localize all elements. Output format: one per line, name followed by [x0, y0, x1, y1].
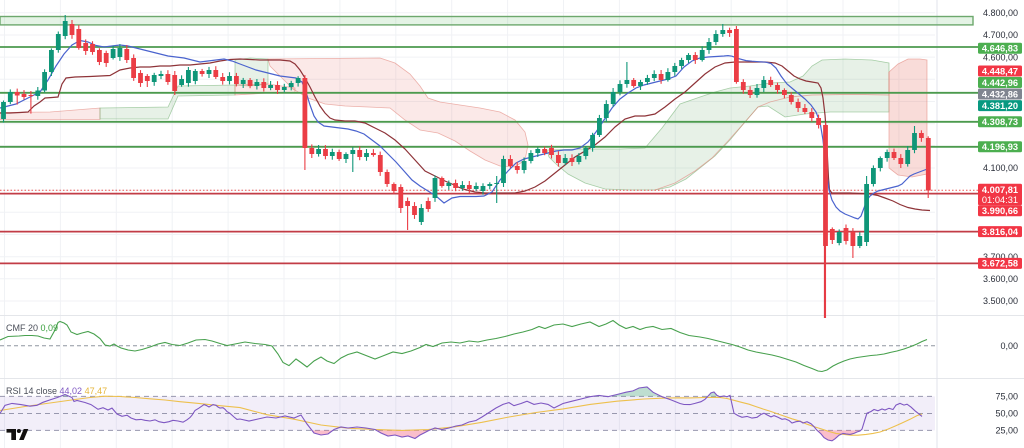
svg-text:75,00: 75,00 [995, 392, 1018, 402]
svg-text:01:04:31: 01:04:31 [982, 195, 1018, 205]
svg-text:3.990,66: 3.990,66 [982, 206, 1018, 216]
svg-text:50,00: 50,00 [995, 409, 1018, 419]
svg-text:CMF 20 0,09: CMF 20 0,09 [6, 323, 58, 333]
svg-text:3.672,58: 3.672,58 [982, 259, 1018, 269]
svg-text:25,00: 25,00 [995, 426, 1018, 436]
svg-text:RSI 14 close 44,02 47,47: RSI 14 close 44,02 47,47 [6, 386, 107, 396]
svg-text:3.700,00: 3.700,00 [983, 252, 1018, 262]
svg-text:4.100,00: 4.100,00 [983, 163, 1018, 173]
svg-text:4.381,20: 4.381,20 [982, 101, 1018, 111]
svg-text:4.432,86: 4.432,86 [982, 89, 1018, 99]
svg-text:4.646,83: 4.646,83 [982, 44, 1018, 54]
svg-text:4.442,96: 4.442,96 [982, 78, 1018, 88]
svg-text:3.500,00: 3.500,00 [983, 296, 1018, 306]
svg-text:4.700,00: 4.700,00 [983, 30, 1018, 40]
svg-text:4.308,73: 4.308,73 [982, 117, 1018, 127]
svg-text:4.196,93: 4.196,93 [982, 142, 1018, 152]
svg-text:4.800,00: 4.800,00 [983, 8, 1018, 18]
svg-text:4.600,00: 4.600,00 [983, 52, 1018, 62]
svg-text:0,00: 0,00 [1000, 341, 1018, 351]
svg-text:3.816,04: 3.816,04 [982, 227, 1019, 237]
svg-text:3.600,00: 3.600,00 [983, 274, 1018, 284]
svg-text:4.007,81: 4.007,81 [982, 185, 1018, 195]
svg-text:4.448,47: 4.448,47 [982, 66, 1018, 76]
